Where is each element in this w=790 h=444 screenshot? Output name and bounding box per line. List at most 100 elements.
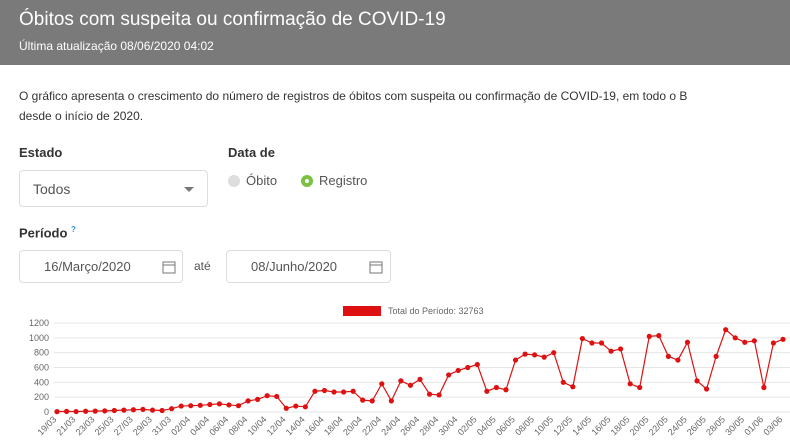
x-tick-label: 08/04 <box>226 414 249 437</box>
point <box>54 409 60 415</box>
x-tick-label: 02/04 <box>169 414 192 437</box>
x-tick-label: 31/03 <box>150 414 173 437</box>
date-value: 16/Março/2020 <box>44 259 131 274</box>
x-tick-label: 25/03 <box>93 414 116 437</box>
point <box>388 398 394 404</box>
point <box>235 403 242 409</box>
x-tick-label: 02/05 <box>456 414 479 437</box>
point <box>369 398 375 404</box>
point <box>484 388 490 394</box>
estado-select[interactable]: Todos <box>19 170 208 207</box>
point <box>675 357 681 363</box>
point <box>312 388 318 394</box>
point <box>560 379 566 385</box>
x-tick-label: 20/05 <box>628 414 651 437</box>
point <box>541 354 547 360</box>
point <box>197 402 203 408</box>
x-tick-label: 20/04 <box>341 414 364 437</box>
point <box>159 407 165 414</box>
radio-option[interactable]: Óbito <box>228 173 277 188</box>
point <box>121 407 127 413</box>
dropdown-arrow <box>184 187 194 192</box>
point <box>493 384 500 391</box>
point <box>522 351 528 357</box>
y-tick-label: 600 <box>34 363 49 373</box>
chart: 0 200 400 600 800 1000 1200 19/0321/0323/0325/0… <box>29 306 790 437</box>
end-date[interactable]: 08/Junho/2020 <box>226 250 391 283</box>
date-value: 08/Junho/2020 <box>251 259 338 274</box>
line <box>56 328 784 413</box>
point <box>350 388 356 394</box>
point <box>532 352 538 358</box>
point <box>656 333 662 339</box>
point <box>188 403 194 409</box>
x-tick-label: 28/04 <box>418 414 441 437</box>
x-tick-label: 29/03 <box>131 414 154 437</box>
calendar-icon <box>369 261 383 274</box>
point <box>598 340 605 346</box>
point <box>379 381 385 387</box>
point <box>637 384 643 391</box>
data-de-label: Data de <box>228 145 275 160</box>
point <box>694 378 700 384</box>
x-tick-label: 30/05 <box>723 414 746 437</box>
legend-label: Total do Período: 32763 <box>388 306 484 316</box>
x-tick-label: 03/06 <box>761 414 784 437</box>
point <box>293 403 299 409</box>
y-tick-label: 1200 <box>29 318 49 328</box>
x-tick-label: 21/03 <box>55 414 78 437</box>
separator: até <box>194 259 211 273</box>
point <box>274 393 280 400</box>
point <box>207 401 213 408</box>
point <box>665 353 671 359</box>
point <box>570 384 576 390</box>
point <box>723 327 729 333</box>
help-icon[interactable]: ? <box>71 225 76 234</box>
point <box>465 364 471 371</box>
legend-swatch <box>343 306 381 316</box>
point <box>92 408 98 414</box>
point <box>111 407 117 414</box>
point <box>703 386 710 392</box>
title: Óbitos com suspeita ou confirmação de CO… <box>19 9 446 30</box>
point <box>770 340 777 346</box>
point <box>436 392 442 398</box>
point <box>426 391 433 397</box>
point <box>178 403 184 409</box>
point <box>302 404 308 410</box>
y-tick-label: 1000 <box>29 333 49 343</box>
start-date[interactable]: 16/Março/2020 <box>19 250 183 283</box>
point <box>646 333 652 339</box>
radio-label: Óbito <box>246 173 278 188</box>
y-tick-label: 800 <box>34 348 49 358</box>
x-tick-label: 18/05 <box>609 414 632 437</box>
point <box>512 357 519 363</box>
point <box>551 350 557 356</box>
x-tick-label: 30/04 <box>437 414 460 437</box>
x-tick-label: 06/05 <box>494 414 517 437</box>
point <box>245 398 251 404</box>
point <box>226 402 232 408</box>
radio-option[interactable]: Registro <box>301 173 367 188</box>
radio-label: Registro <box>319 173 368 188</box>
point <box>398 378 404 384</box>
x-tick-label: 12/05 <box>551 414 574 437</box>
point <box>684 339 691 345</box>
point <box>255 396 261 402</box>
point <box>713 353 719 359</box>
point <box>761 384 767 391</box>
x-tick-label: 04/05 <box>475 414 498 437</box>
point <box>331 389 337 395</box>
point <box>321 387 328 394</box>
point <box>102 408 108 414</box>
x-tick-label: 12/04 <box>265 414 288 437</box>
point <box>474 361 480 368</box>
x-tick-label: 22/05 <box>647 414 670 437</box>
select-value: Todos <box>33 181 71 197</box>
point <box>455 367 461 374</box>
x-tick-label: 10/04 <box>246 414 269 437</box>
point <box>446 372 452 378</box>
x-tick-label: 14/04 <box>284 414 307 437</box>
x-tick-label: 26/05 <box>685 414 708 437</box>
